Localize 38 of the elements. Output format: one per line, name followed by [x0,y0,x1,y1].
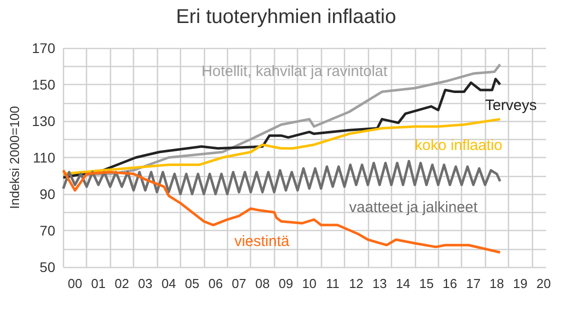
x-tick-label: 13 [372,276,387,291]
x-tick-label: 16 [442,276,458,291]
y-tick-label: 90 [40,186,56,202]
x-tick-label: 06 [208,276,223,291]
x-tick-label: 05 [184,276,200,291]
x-tick-label: 00 [68,276,82,291]
series-label: viestintä [234,232,290,250]
series-label: Terveys [485,96,537,114]
y-tick-label: 50 [40,259,56,275]
x-tick-label: 02 [114,276,130,291]
y-tick-label: 150 [32,76,56,92]
x-tick-label: 20 [536,276,551,291]
y-tick-label: 110 [32,150,56,166]
x-tick-label: 08 [255,276,270,291]
x-tick-label: 12 [348,276,364,291]
y-axis-title: Indeksi 2000=100 [7,106,22,210]
x-tick-label: 09 [278,276,294,291]
series-label: Hotellit, kahvilat ja ravintolat [202,63,388,80]
x-tick-label: 01 [91,276,106,291]
line-series [62,160,502,196]
line-series [62,118,502,176]
x-tick-label: 04 [161,276,176,291]
line-series [62,169,502,254]
x-tick-label: 11 [326,276,340,291]
series-label: koko inflaatio [414,136,502,154]
x-tick-label: 19 [512,276,528,291]
x-tick-label: 03 [138,276,153,291]
x-tick-label: 15 [419,276,434,291]
series-label: vaatteet ja jalkineet [349,199,478,216]
x-tick-label: 14 [396,276,410,291]
y-tick-label: 70 [40,222,56,238]
chart-title: Eri tuoteryhmien inflaatio [176,6,396,28]
x-tick-label: 18 [490,276,504,291]
x-tick-label: 17 [466,276,481,291]
y-tick-label: 130 [32,113,56,129]
x-tick-label: 10 [302,276,317,291]
y-tick-label: 170 [32,40,56,56]
x-tick-label: 07 [232,276,246,291]
